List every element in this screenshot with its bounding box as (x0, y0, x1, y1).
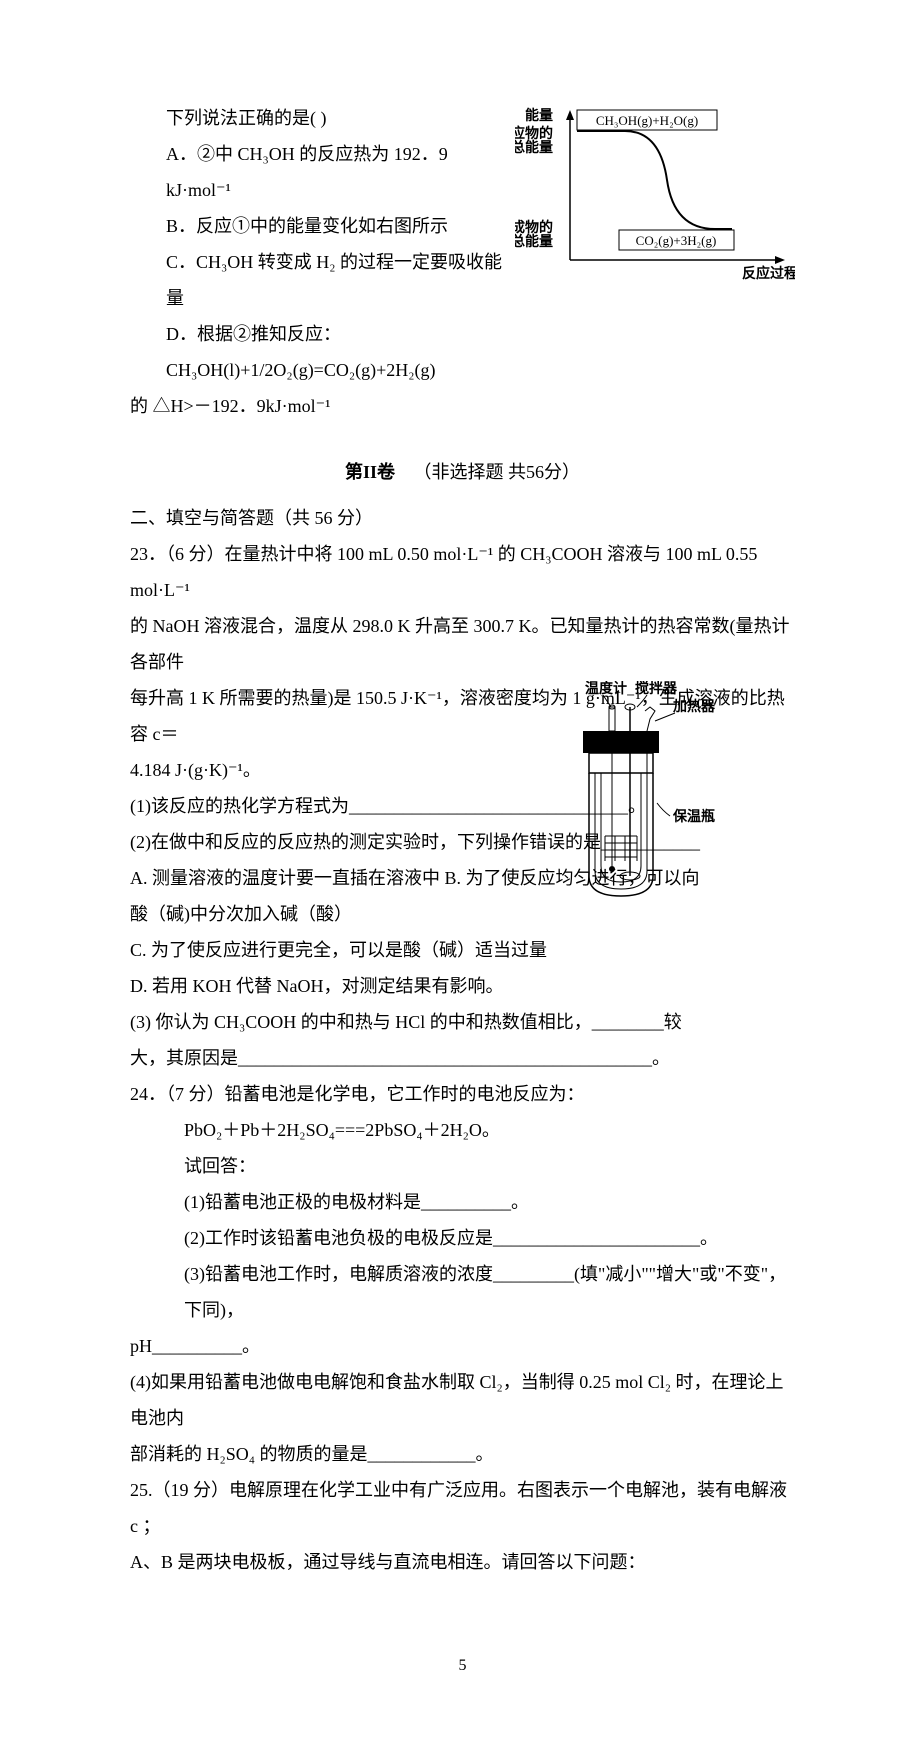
q25-l1: 25.（19 分）电解原理在化学工业中有广泛应用。右图表示一个电解池，装有电解液… (130, 1472, 795, 1544)
section2-title: 第II卷 （非选择题 共56分） (130, 454, 795, 490)
q24-p4-1: (4)如果用铅蓄电池做电电解饱和食盐水制取 Cl₂，当制得 0.25 mol C… (130, 1364, 795, 1436)
svg-text:总能量: 总能量 (515, 139, 553, 156)
calorimeter-diagram: 温度计 搅拌器 加热器 保温瓶 (565, 681, 715, 906)
q24-p2: (2)工作时该铅蓄电池负极的电极反应是_____________________… (184, 1220, 795, 1256)
q22-stem: 下列说法正确的是( ) (130, 100, 505, 136)
q23-p3-1: (3) 你认为 CH₃COOH 的中和热与 HCl 的中和热数值相比，_____… (130, 1004, 795, 1040)
q24-stem: 24．（7 分）铅蓄电池是化学电，它工作时的电池反应为： (130, 1076, 795, 1112)
q23-p3-2: 大，其原因是__________________________________… (130, 1040, 795, 1076)
q22-opt-d-2: 的 △H>－192．9kJ·mol⁻¹ (130, 388, 795, 424)
q22-opt-d-1: D．根据②推知反应： CH₃OH(l)+1/2O₂(g)=CO₂(g)+2H₂(… (166, 316, 505, 388)
svg-text:加热器: 加热器 (672, 698, 715, 715)
q23-p2c: C. 为了使反应进行更完全，可以是酸（碱）适当过量 (130, 932, 795, 968)
q23-stem-2: 的 NaOH 溶液混合，温度从 298.0 K 升高至 300.7 K。已知量热… (130, 608, 795, 680)
page-number: 5 (130, 1650, 795, 1682)
q24-p3: (3)铅蓄电池工作时，电解质溶液的浓度_________(填"减小""增大"或"… (184, 1256, 795, 1328)
svg-text:反应过程: 反应过程 (742, 265, 795, 280)
q24-eq: PbO₂＋Pb＋2H₂SO₄===2PbSO₄＋2H₂O。 (184, 1112, 795, 1148)
svg-text:能量: 能量 (525, 107, 553, 124)
q22-opt-a: A．②中 CH₃OH 的反应热为 192．9 kJ·mol⁻¹ (166, 136, 505, 208)
q25-l2: A、B 是两块电极板，通过导线与直流电相连。请回答以下问题： (130, 1544, 795, 1580)
q23-p2d: D. 若用 KOH 代替 NaOH，对测定结果有影响。 (130, 968, 795, 1004)
svg-text:搅拌器: 搅拌器 (635, 681, 678, 697)
svg-text:CO₂(g)+3H₂(g): CO₂(g)+3H₂(g) (636, 233, 717, 248)
q24-p1: (1)铅蓄电池正极的电极材料是__________。 (184, 1184, 795, 1220)
q24-p3b: pH__________。 (130, 1328, 795, 1364)
q22-opt-c: C．CH₃OH 转变成 H₂ 的过程一定要吸收能量 (166, 244, 505, 316)
svg-text:反应物的: 反应物的 (515, 125, 553, 142)
part2-header: 二、填空与简答题（共 56 分） (130, 500, 795, 536)
svg-text:生成物的: 生成物的 (515, 219, 553, 236)
svg-text:温度计: 温度计 (585, 681, 627, 697)
energy-diagram: 能量 反应物的 总能量 生成物的 总能量 CH₃OH(g)+H₂O(g) CO₂… (515, 100, 795, 280)
svg-text:保温瓶: 保温瓶 (672, 808, 715, 825)
svg-text:CH₃OH(g)+H₂O(g): CH₃OH(g)+H₂O(g) (596, 113, 698, 128)
q24-try: 试回答： (184, 1148, 795, 1184)
q23-stem-1: 23．（6 分）在量热计中将 100 mL 0.50 mol·L⁻¹ 的 CH₃… (130, 536, 795, 608)
svg-text:总能量: 总能量 (515, 233, 553, 250)
q22-opt-b: B．反应①中的能量变化如右图所示 (166, 208, 505, 244)
q24-p4-2: 部消耗的 H₂SO₄ 的物质的量是____________。 (130, 1436, 795, 1472)
